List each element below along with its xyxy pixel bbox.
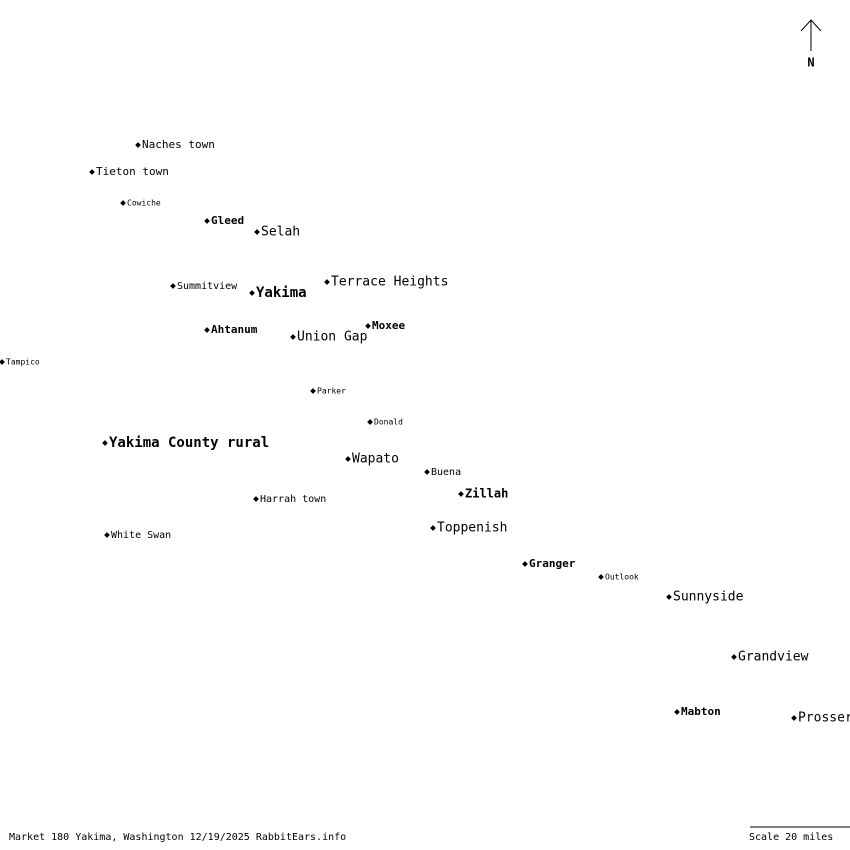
place: Zillah xyxy=(458,487,508,501)
place-label: Donald xyxy=(374,418,403,427)
place-marker xyxy=(104,532,110,538)
north-arrow: N xyxy=(800,19,822,70)
place: Gleed xyxy=(204,214,244,227)
place: Buena xyxy=(424,467,461,478)
place-label: Harrah town xyxy=(260,494,326,505)
place: Selah xyxy=(254,225,300,240)
place-label: Parker xyxy=(317,387,346,396)
place-label: Prosser xyxy=(798,711,850,726)
place-label: Toppenish xyxy=(437,521,507,536)
scale-label: Scale 20 miles xyxy=(749,832,833,843)
place-marker xyxy=(367,419,373,425)
place-marker xyxy=(254,229,260,235)
place-marker xyxy=(102,440,108,446)
place: Outlook xyxy=(598,573,639,582)
place: Yakima County rural xyxy=(102,435,269,451)
place: Naches town xyxy=(135,138,215,151)
place: Union Gap xyxy=(290,330,368,345)
place: Harrah town xyxy=(253,494,326,505)
place-label: Wapato xyxy=(352,452,399,467)
place-label: Buena xyxy=(431,467,461,478)
place-marker xyxy=(365,323,371,329)
place-label: Tampico xyxy=(6,358,40,367)
place: Tampico xyxy=(0,358,40,367)
place-label: Grandview xyxy=(738,650,809,665)
place-label: Ahtanum xyxy=(211,323,258,336)
place-marker xyxy=(666,594,672,600)
place: Tieton town xyxy=(89,165,169,178)
place-label: Sunnyside xyxy=(673,590,744,605)
place-label: Granger xyxy=(529,557,576,570)
place-label: Naches town xyxy=(142,138,215,151)
place-marker xyxy=(458,491,464,497)
place-marker xyxy=(430,525,436,531)
place: Moxee xyxy=(365,319,405,332)
place: Sunnyside xyxy=(666,590,744,605)
place-label: Moxee xyxy=(372,319,405,332)
place-marker xyxy=(522,561,528,567)
place-label: Union Gap xyxy=(297,330,368,345)
place-marker xyxy=(345,456,351,462)
place-label: Outlook xyxy=(605,573,639,582)
place-marker xyxy=(731,654,737,660)
place-marker xyxy=(598,574,604,580)
place-marker xyxy=(89,169,95,175)
place-marker xyxy=(135,142,141,148)
place-marker xyxy=(674,709,680,715)
footer: Market 180 Yakima, Washington 12/19/2025… xyxy=(9,832,346,843)
place-label: Mabton xyxy=(681,705,721,718)
place-label: Cowiche xyxy=(127,199,161,208)
place: Summitview xyxy=(170,281,238,292)
place-label: Zillah xyxy=(465,487,508,501)
place-marker xyxy=(120,200,126,206)
place: Mabton xyxy=(674,705,721,718)
places: Naches town Tieton town Cowiche Gleed Selah S… xyxy=(0,138,850,726)
place: Granger xyxy=(522,557,576,570)
place-label: White Swan xyxy=(111,530,171,541)
place-marker xyxy=(204,327,210,333)
place-marker xyxy=(170,283,176,289)
place: Wapato xyxy=(345,452,399,467)
place: Grandview xyxy=(731,650,809,665)
place: Yakima xyxy=(249,285,307,301)
place: Ahtanum xyxy=(204,323,258,336)
place: Parker xyxy=(310,387,346,396)
place: Cowiche xyxy=(120,199,161,208)
arrow-head xyxy=(800,19,822,32)
place-marker xyxy=(791,715,797,721)
place-label: Gleed xyxy=(211,214,244,227)
place-marker xyxy=(253,496,259,502)
place: Prosser xyxy=(791,711,850,726)
place-label: Selah xyxy=(261,225,300,240)
place: Donald xyxy=(367,418,403,427)
place: Toppenish xyxy=(430,521,507,536)
place-label: Yakima xyxy=(256,285,307,301)
place-label: Yakima County rural xyxy=(109,435,269,451)
place: Terrace Heights xyxy=(324,275,448,290)
place-marker xyxy=(204,218,210,224)
place-marker xyxy=(424,469,430,475)
place-marker xyxy=(290,334,296,340)
place-marker xyxy=(310,388,316,394)
place-label: Summitview xyxy=(177,281,238,292)
place-marker xyxy=(249,290,255,296)
place-marker xyxy=(324,279,330,285)
place: White Swan xyxy=(104,530,171,541)
north-label: N xyxy=(807,56,814,70)
place-label: Terrace Heights xyxy=(331,275,448,290)
place-label: Tieton town xyxy=(96,165,169,178)
